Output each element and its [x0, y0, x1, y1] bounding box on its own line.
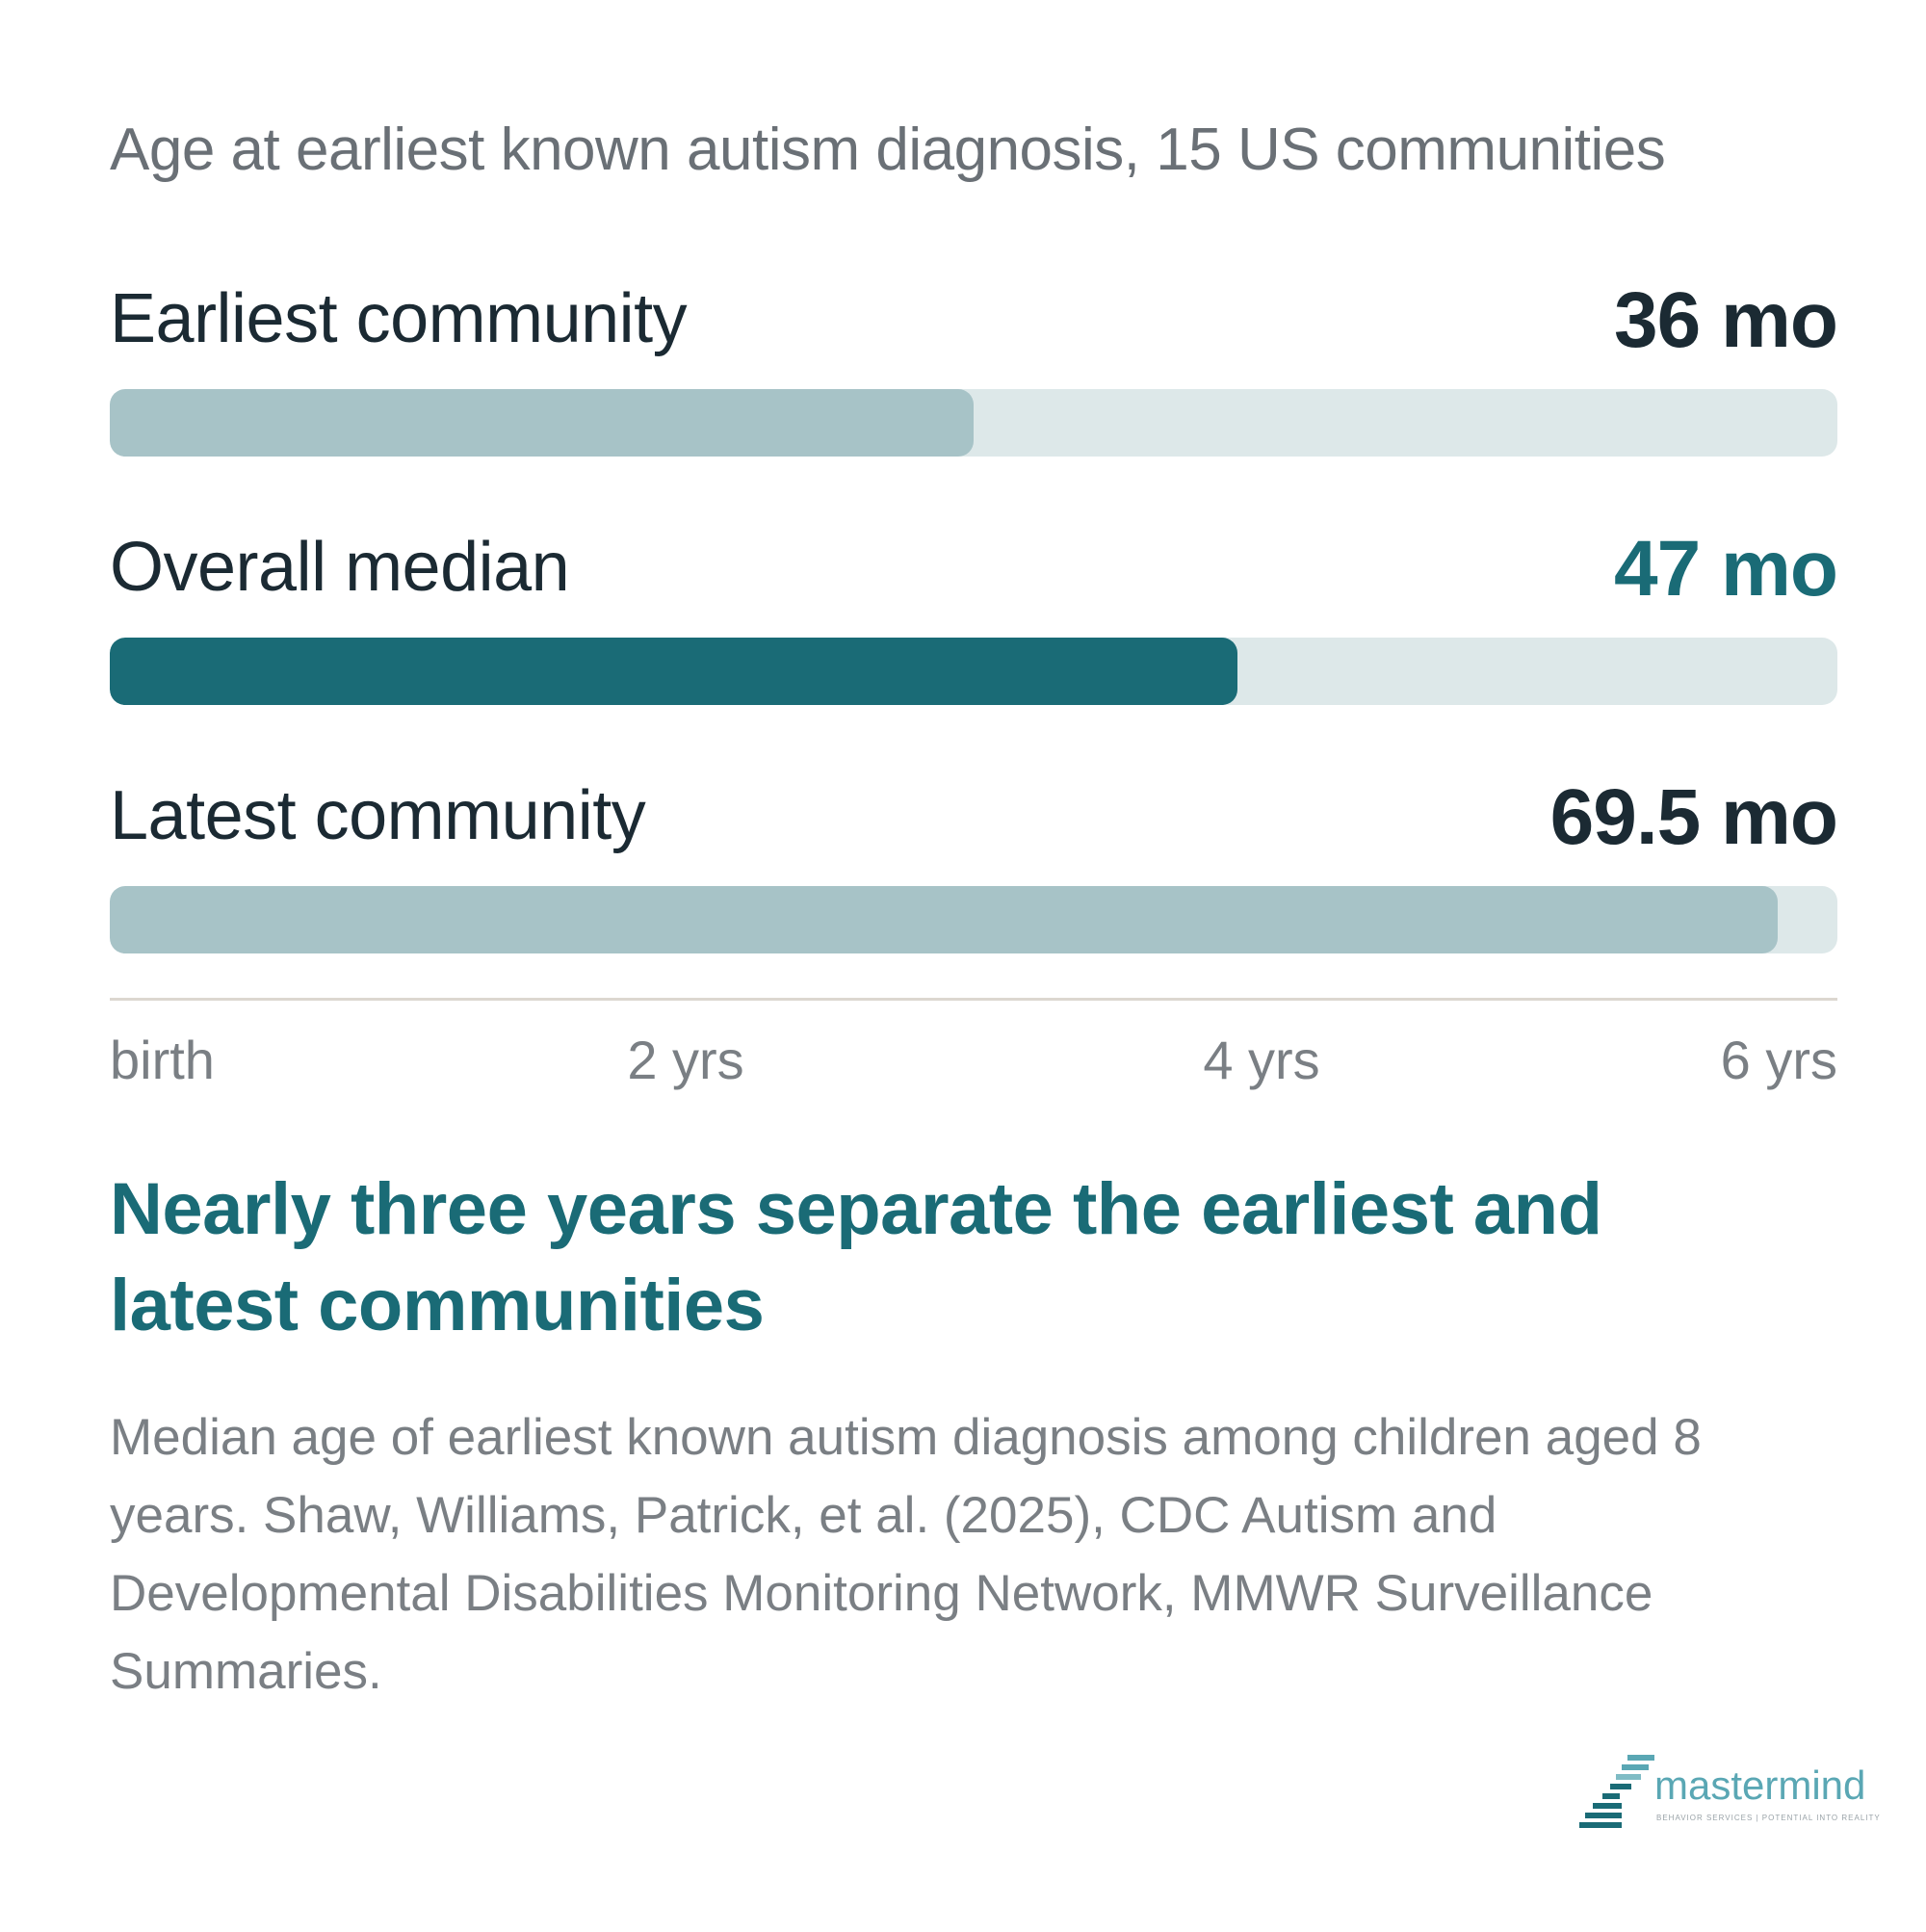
headline: Nearly three years separate the earliest… [110, 1168, 1602, 1346]
stairs-logo-icon [1579, 1755, 1654, 1828]
bar [110, 886, 1778, 953]
bar-value-label: 69.5 mo [1549, 773, 1838, 861]
logo-tagline: BEHAVIOR SERVICES | POTENTIAL INTO REALI… [1656, 1814, 1881, 1822]
x-tick-label: birth [110, 1030, 215, 1090]
bar-row: Earliest community 36 mo [110, 276, 1838, 457]
bar-track [110, 638, 1837, 705]
bar-value-label: 47 mo [1614, 525, 1838, 613]
chart-title: Age at earliest known autism diagnosis, … [110, 117, 1666, 183]
axis-line [110, 998, 1837, 1001]
bar [110, 638, 1238, 705]
bar-row: Latest community 69.5 mo [110, 773, 1838, 953]
bar-row: Overall median 47 mo [110, 525, 1838, 705]
bar-category-label: Earliest community [110, 280, 688, 357]
brand-logo: mastermind BEHAVIOR SERVICES | POTENTIAL… [1579, 1755, 1880, 1841]
bar-track [110, 886, 1837, 953]
bar-track [110, 389, 1837, 457]
x-tick-label: 6 yrs [1720, 1030, 1837, 1090]
logo-wordmark: mastermind [1654, 1762, 1866, 1808]
bar-category-label: Latest community [110, 777, 646, 854]
bar-value-label: 36 mo [1614, 276, 1838, 364]
bar-category-label: Overall median [110, 529, 570, 606]
x-tick-label: 4 yrs [1203, 1030, 1320, 1090]
source-caption: Median age of earliest known autism diag… [110, 1409, 1702, 1700]
bar [110, 389, 974, 457]
x-tick-label: 2 yrs [627, 1030, 744, 1090]
